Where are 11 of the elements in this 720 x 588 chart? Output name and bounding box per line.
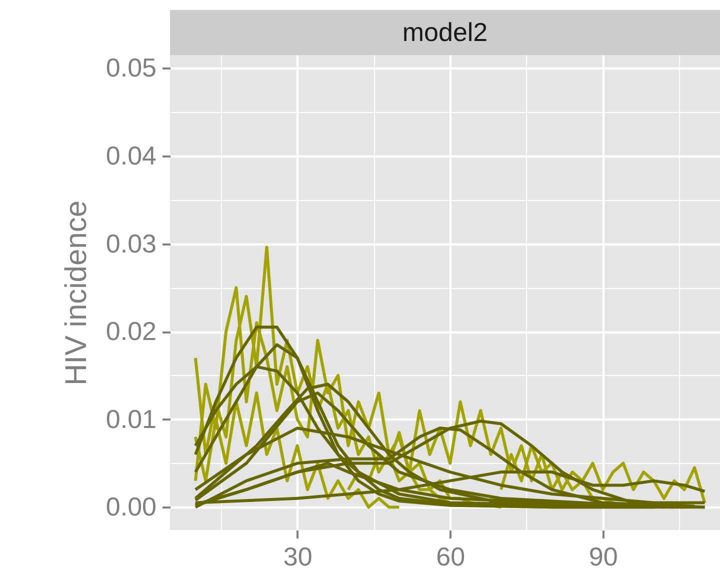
y-axis-title: HIV incidence xyxy=(60,200,93,386)
x-tick-label: 90 xyxy=(588,542,618,572)
y-tick-label: 0.01 xyxy=(106,404,156,434)
y-tick-label: 0.04 xyxy=(106,140,156,170)
y-tick-label: 0.03 xyxy=(106,228,156,258)
y-tick-label: 0.02 xyxy=(106,316,156,346)
x-tick-label: 30 xyxy=(283,542,312,572)
chart-title: model2 xyxy=(402,17,488,47)
y-tick-label: 0.05 xyxy=(106,52,156,83)
y-tick-label: 0.00 xyxy=(106,492,156,522)
x-tick-label: 60 xyxy=(436,542,466,572)
